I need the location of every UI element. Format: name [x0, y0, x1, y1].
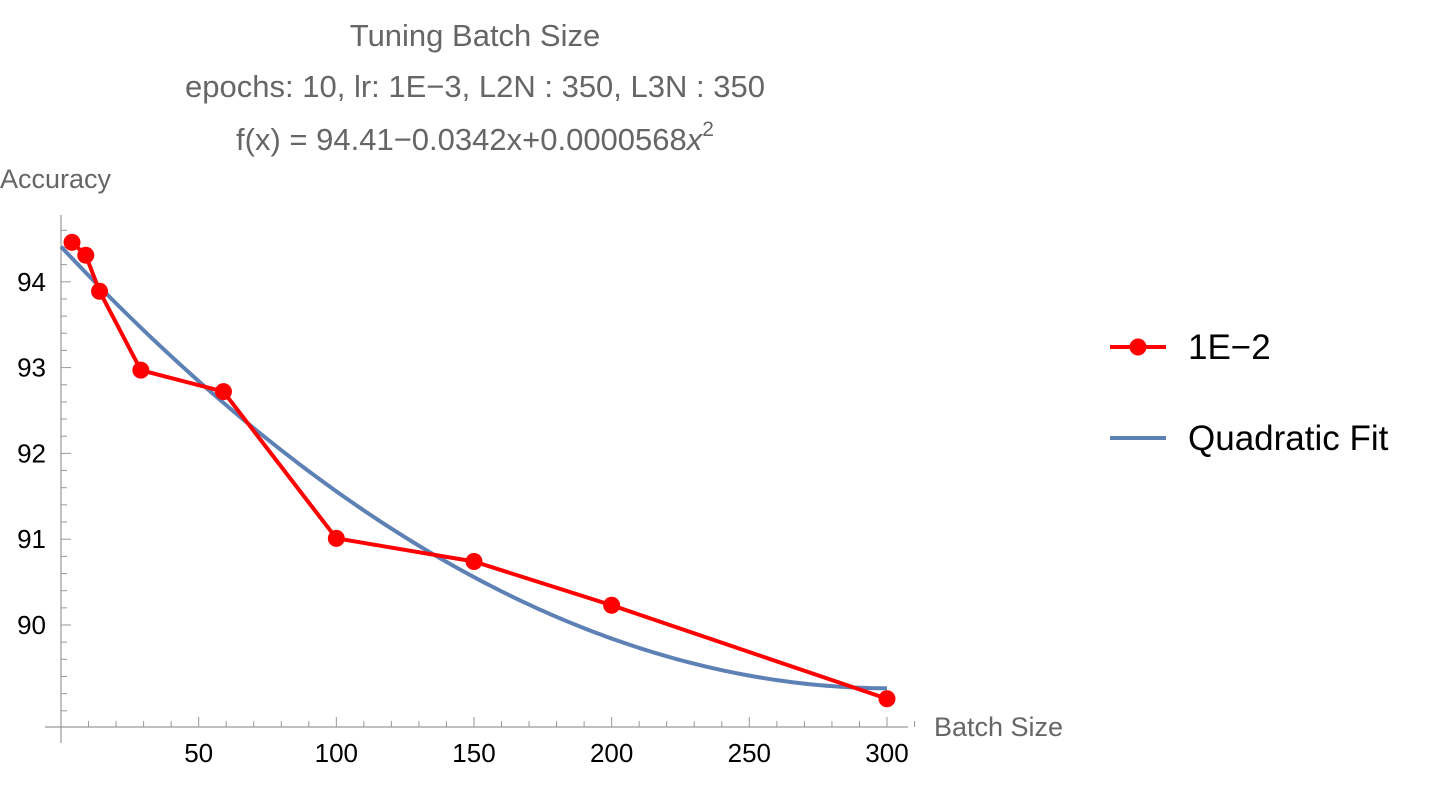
- formula-prefix: f(x) = 94.41−0.0342x+0.0000568: [236, 122, 687, 157]
- x-tick-label: 100: [315, 738, 358, 768]
- legend-label-1e-2: 1E−2: [1188, 328, 1271, 367]
- x-tick-label: 150: [452, 738, 495, 768]
- x-axis-label: Batch Size: [934, 712, 1063, 742]
- y-tick-label: 93: [17, 353, 46, 383]
- chart-formula: f(x) = 94.41−0.0342x+0.0000568x2: [236, 118, 714, 157]
- data-point: [465, 553, 483, 571]
- chart-subtitle: epochs: 10, lr: 1E−3, L2N : 350, L3N : 3…: [185, 69, 765, 104]
- formula-exponent: 2: [702, 118, 714, 141]
- y-tick-label: 90: [17, 610, 46, 640]
- series-1e-2-line: [70, 240, 888, 701]
- data-point: [77, 246, 95, 264]
- quadratic-fit-curve: [59, 245, 888, 691]
- data-point: [132, 361, 150, 379]
- data-point: [327, 529, 345, 547]
- y-tick-label: 91: [17, 524, 46, 554]
- x-tick-label: 200: [590, 738, 633, 768]
- ticks-layer: 50 100 150 200 250 300 90 91 92 93 94: [17, 229, 916, 768]
- legend-label-quadratic-fit: Quadratic Fit: [1188, 419, 1389, 458]
- legend: 1E−2 Quadratic Fit: [1110, 328, 1389, 458]
- y-tick-label: 94: [17, 267, 46, 297]
- formula-variable: x: [685, 122, 704, 157]
- data-point: [91, 282, 109, 300]
- chart-title: Tuning Batch Size: [350, 18, 600, 53]
- series-layer: [59, 233, 896, 708]
- data-point: [603, 596, 621, 614]
- data-point: [214, 383, 232, 401]
- data-point: [878, 690, 896, 708]
- legend-marker-1e-2: [1129, 338, 1147, 356]
- x-tick-label: 50: [184, 738, 213, 768]
- x-tick-label: 300: [865, 738, 908, 768]
- x-tick-label: 250: [728, 738, 771, 768]
- y-axis-label: Accuracy: [0, 164, 112, 194]
- y-tick-label: 92: [17, 438, 46, 468]
- data-point: [63, 233, 81, 251]
